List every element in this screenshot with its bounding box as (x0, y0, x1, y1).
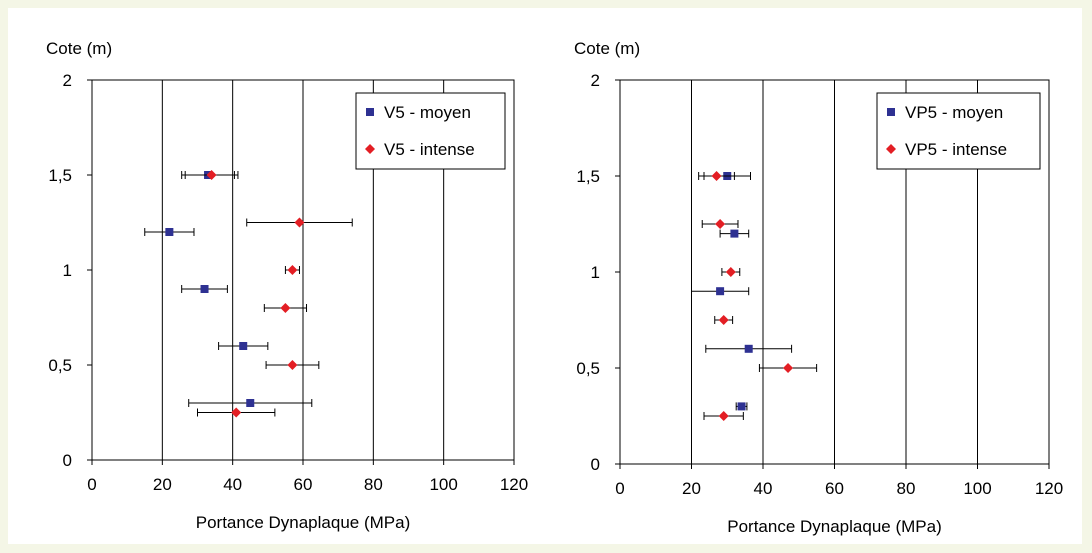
chart2-y-tick-label: 1 (591, 263, 600, 282)
chart1-y-tick-label: 1,5 (48, 166, 72, 185)
chart2-legend-label: VP5 - intense (905, 140, 1007, 159)
chart2-point-diamond (715, 219, 726, 229)
chart1-y-tick-label: 1 (63, 261, 72, 280)
chart1-point-diamond (287, 265, 298, 275)
chart1-x-tick-label: 80 (364, 475, 383, 494)
chart2-point-diamond (725, 267, 736, 277)
chart1-x-tick-label: 40 (223, 475, 242, 494)
chart2-legend (876, 92, 1041, 170)
chart2-x-tick-label: 60 (825, 479, 844, 498)
chart2-x-tick-label: 80 (897, 479, 916, 498)
chart1-point-diamond (231, 407, 242, 418)
chart1-y-axis-title: Cote (m) (46, 39, 112, 58)
chart2-x-tick-label: 0 (615, 479, 624, 498)
chart1-x-tick-label: 100 (429, 475, 457, 494)
chart2-legend-label: VP5 - moyen (905, 103, 1003, 122)
chart1-legend-marker-square (366, 108, 374, 116)
chart1-legend-label: V5 - moyen (384, 103, 471, 122)
chart2-x-tick-label: 40 (754, 479, 773, 498)
chart1-x-axis-title: Portance Dynaplaque (MPa) (196, 513, 411, 532)
chart1-legend-marker-diamond (365, 144, 375, 154)
chart2-y-axis-title: Cote (m) (574, 39, 640, 58)
chart1-point-diamond (294, 217, 305, 228)
chart1-y-tick-label: 0,5 (48, 356, 72, 375)
chart1-point-square (200, 285, 209, 293)
chart2-point-diamond (711, 171, 722, 181)
chart2-point-square (737, 402, 746, 411)
chart2-point-square (730, 229, 739, 238)
chart1-x-tick-label: 20 (153, 475, 172, 494)
chart2-point-diamond (718, 315, 729, 325)
chart2-x-tick-label: 120 (1035, 479, 1063, 498)
chart2-point-diamond (783, 363, 794, 373)
chart2-x-tick-label: 100 (963, 479, 991, 498)
chart2-legend-marker-square (887, 108, 895, 116)
chart1-point-diamond (287, 360, 298, 370)
chart2-y-tick-label: 2 (591, 71, 600, 90)
chart1-x-tick-label: 0 (87, 475, 96, 494)
chart1-point-diamond (206, 170, 217, 180)
chart2-point-square (744, 344, 753, 353)
chart2-point-square (716, 287, 725, 296)
chart2-y-tick-label: 1,5 (576, 167, 600, 186)
chart1-x-tick-label: 60 (294, 475, 313, 494)
chart1-point-square (246, 399, 255, 407)
chart2-x-tick-label: 20 (682, 479, 701, 498)
chart1-y-tick-label: 0 (63, 451, 72, 470)
chart2-y-tick-label: 0 (591, 455, 600, 474)
chart2-x-axis-title: Portance Dynaplaque (MPa) (727, 517, 942, 536)
chart1-y-tick-label: 2 (63, 71, 72, 90)
chart1-point-square (239, 342, 248, 350)
chart1-legend (355, 92, 506, 170)
chart2-legend-marker-diamond (886, 144, 896, 154)
chart2-y-tick-label: 0,5 (576, 359, 600, 378)
chart1-point-diamond (280, 303, 291, 313)
chart1-legend-label: V5 - intense (384, 140, 475, 159)
chart2-point-diamond (718, 411, 729, 421)
chart1-x-tick-label: 120 (500, 475, 528, 494)
chart1-point-square (165, 228, 174, 236)
